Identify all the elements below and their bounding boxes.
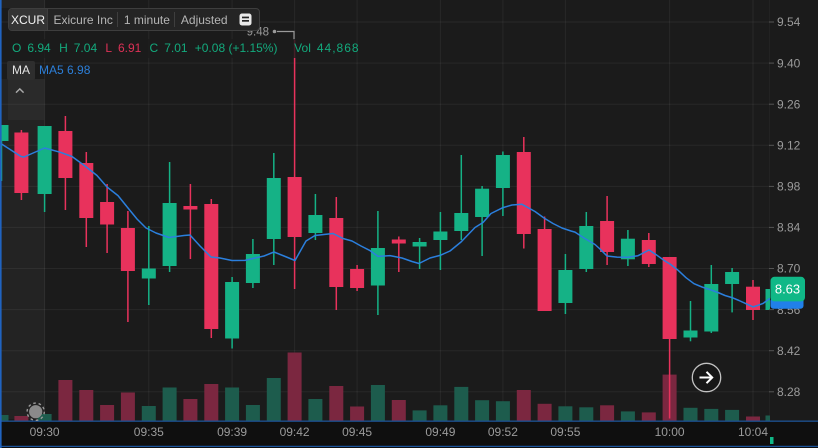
svg-text:09:39: 09:39	[217, 425, 247, 439]
svg-text:10:00: 10:00	[655, 425, 685, 439]
svg-text:09:35: 09:35	[134, 425, 164, 439]
svg-text:09:52: 09:52	[488, 425, 518, 439]
svg-text:09:42: 09:42	[280, 425, 310, 439]
svg-text:8.98: 8.98	[777, 180, 801, 194]
svg-text:10:04: 10:04	[738, 425, 768, 439]
svg-text:9.12: 9.12	[777, 139, 801, 153]
svg-text:09:45: 09:45	[342, 425, 372, 439]
svg-text:09:55: 09:55	[550, 425, 580, 439]
svg-text:8.63: 8.63	[775, 281, 800, 296]
svg-text:9.54: 9.54	[777, 15, 801, 29]
svg-text:09:49: 09:49	[425, 425, 455, 439]
svg-text:9.40: 9.40	[777, 56, 801, 70]
svg-text:8.84: 8.84	[777, 221, 801, 235]
svg-text:8.28: 8.28	[777, 385, 801, 399]
svg-text:8.70: 8.70	[777, 262, 801, 276]
svg-text:9.26: 9.26	[777, 97, 801, 111]
svg-text:09:30: 09:30	[30, 425, 60, 439]
svg-text:8.42: 8.42	[777, 344, 801, 358]
